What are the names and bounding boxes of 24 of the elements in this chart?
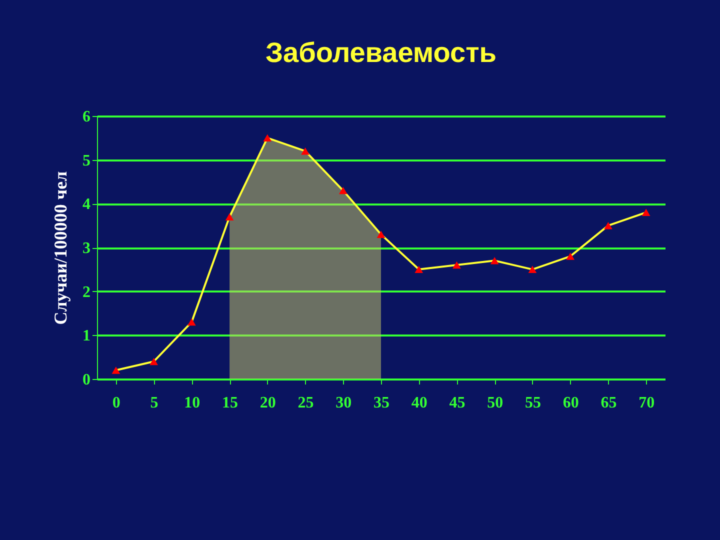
x-tick-label: 65 <box>600 394 617 412</box>
x-tick-label: 50 <box>487 394 504 412</box>
x-tick-label: 30 <box>336 394 352 412</box>
x-tick-label: 10 <box>184 394 200 412</box>
x-tick-label: 25 <box>298 394 314 412</box>
x-tick-label: 40 <box>411 394 428 412</box>
x-tick-label: 45 <box>449 394 466 412</box>
y-tick-label: 0 <box>82 372 90 388</box>
x-tick-label: 15 <box>222 394 238 412</box>
y-tick-label: 1 <box>82 328 90 345</box>
y-axis-title: Случаи/100000 чел <box>50 171 70 325</box>
y-tick-label: 6 <box>82 108 90 126</box>
x-tick-label: 20 <box>260 394 276 412</box>
y-tick-label: 5 <box>82 152 90 170</box>
chart-title: Заболеваемость <box>266 37 496 68</box>
y-tick-label: 4 <box>82 196 90 214</box>
x-tick-label: 5 <box>150 394 158 412</box>
x-tick-label: 55 <box>524 394 541 412</box>
y-tick-label: 2 <box>82 284 90 301</box>
x-tick-label: 35 <box>374 394 390 412</box>
x-tick-label: 70 <box>638 394 655 412</box>
y-tick-label: 3 <box>82 240 90 257</box>
x-tick-label: 0 <box>112 394 120 412</box>
x-tick-label: 60 <box>562 394 579 412</box>
